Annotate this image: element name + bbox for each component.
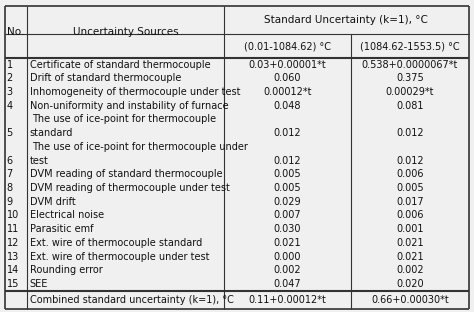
Text: 1: 1 (7, 60, 13, 70)
Text: 6: 6 (7, 156, 13, 166)
Text: 0.11+0.00012*t: 0.11+0.00012*t (248, 295, 327, 305)
Text: The use of ice-point for thermocouple: The use of ice-point for thermocouple (32, 115, 216, 124)
Text: 14: 14 (7, 265, 19, 275)
Text: Electrical noise: Electrical noise (30, 210, 104, 220)
Text: The use of ice-point for thermocouple under: The use of ice-point for thermocouple un… (32, 142, 248, 152)
Text: 0.007: 0.007 (273, 210, 301, 220)
Text: Non-uniformity and instability of furnace: Non-uniformity and instability of furnac… (30, 101, 228, 111)
Text: 15: 15 (7, 279, 19, 289)
Text: 0.006: 0.006 (396, 210, 424, 220)
Text: 0.047: 0.047 (273, 279, 301, 289)
Text: 0.002: 0.002 (273, 265, 301, 275)
Text: 5: 5 (7, 128, 13, 138)
Text: 0.029: 0.029 (273, 197, 301, 207)
Text: 0.66+0.00030*t: 0.66+0.00030*t (371, 295, 449, 305)
Text: SEE: SEE (30, 279, 48, 289)
Text: Inhomogeneity of thermocouple under test: Inhomogeneity of thermocouple under test (30, 87, 240, 97)
Text: 13: 13 (7, 251, 19, 261)
Text: 0.000: 0.000 (273, 251, 301, 261)
Text: 0.005: 0.005 (273, 169, 301, 179)
Text: 0.017: 0.017 (396, 197, 424, 207)
Text: Standard Uncertainty (k=1), °C: Standard Uncertainty (k=1), °C (264, 15, 428, 25)
Text: Uncertainty Sources: Uncertainty Sources (73, 27, 179, 37)
Text: 0.006: 0.006 (396, 169, 424, 179)
Text: 8: 8 (7, 183, 13, 193)
Text: 0.021: 0.021 (396, 251, 424, 261)
Text: (1084.62-1553.5) °C: (1084.62-1553.5) °C (360, 41, 460, 51)
Text: DVM drift: DVM drift (30, 197, 75, 207)
Text: 0.081: 0.081 (396, 101, 424, 111)
Text: Drift of standard thermocouple: Drift of standard thermocouple (30, 73, 181, 83)
Text: 0.012: 0.012 (396, 128, 424, 138)
Text: 0.375: 0.375 (396, 73, 424, 83)
Text: Ext. wire of thermocouple standard: Ext. wire of thermocouple standard (30, 238, 202, 248)
Text: 2: 2 (7, 73, 13, 83)
Text: test: test (30, 156, 49, 166)
Text: 0.030: 0.030 (273, 224, 301, 234)
Text: 0.005: 0.005 (273, 183, 301, 193)
Text: 0.00012*t: 0.00012*t (263, 87, 312, 97)
Text: 3: 3 (7, 87, 13, 97)
Text: 12: 12 (7, 238, 19, 248)
Text: 0.048: 0.048 (273, 101, 301, 111)
Text: 0.012: 0.012 (273, 128, 301, 138)
Text: 11: 11 (7, 224, 19, 234)
Text: 0.012: 0.012 (396, 156, 424, 166)
Text: 0.020: 0.020 (396, 279, 424, 289)
Text: 0.00029*t: 0.00029*t (386, 87, 434, 97)
Text: Ext. wire of thermocouple under test: Ext. wire of thermocouple under test (30, 251, 210, 261)
Text: 0.001: 0.001 (396, 224, 424, 234)
Text: 9: 9 (7, 197, 13, 207)
Text: 0.021: 0.021 (273, 238, 301, 248)
Text: 10: 10 (7, 210, 19, 220)
Text: 0.021: 0.021 (396, 238, 424, 248)
Text: 4: 4 (7, 101, 13, 111)
Text: No.: No. (8, 27, 25, 37)
Text: 0.002: 0.002 (396, 265, 424, 275)
Text: standard: standard (30, 128, 73, 138)
Text: DVM reading of thermocouple under test: DVM reading of thermocouple under test (30, 183, 230, 193)
Text: 0.538+0.0000067*t: 0.538+0.0000067*t (362, 60, 458, 70)
Text: Parasitic emf: Parasitic emf (30, 224, 93, 234)
Text: DVM reading of standard thermocouple: DVM reading of standard thermocouple (30, 169, 222, 179)
Text: Combined standard uncertainty (k=1), °C: Combined standard uncertainty (k=1), °C (30, 295, 234, 305)
Text: 0.060: 0.060 (273, 73, 301, 83)
Text: 7: 7 (7, 169, 13, 179)
Text: 0.012: 0.012 (273, 156, 301, 166)
Text: 0.005: 0.005 (396, 183, 424, 193)
Text: Rounding error: Rounding error (30, 265, 102, 275)
Text: 0.03+0.00001*t: 0.03+0.00001*t (248, 60, 326, 70)
Text: (0.01-1084.62) °C: (0.01-1084.62) °C (244, 41, 331, 51)
Text: Certificate of standard thermocouple: Certificate of standard thermocouple (30, 60, 210, 70)
